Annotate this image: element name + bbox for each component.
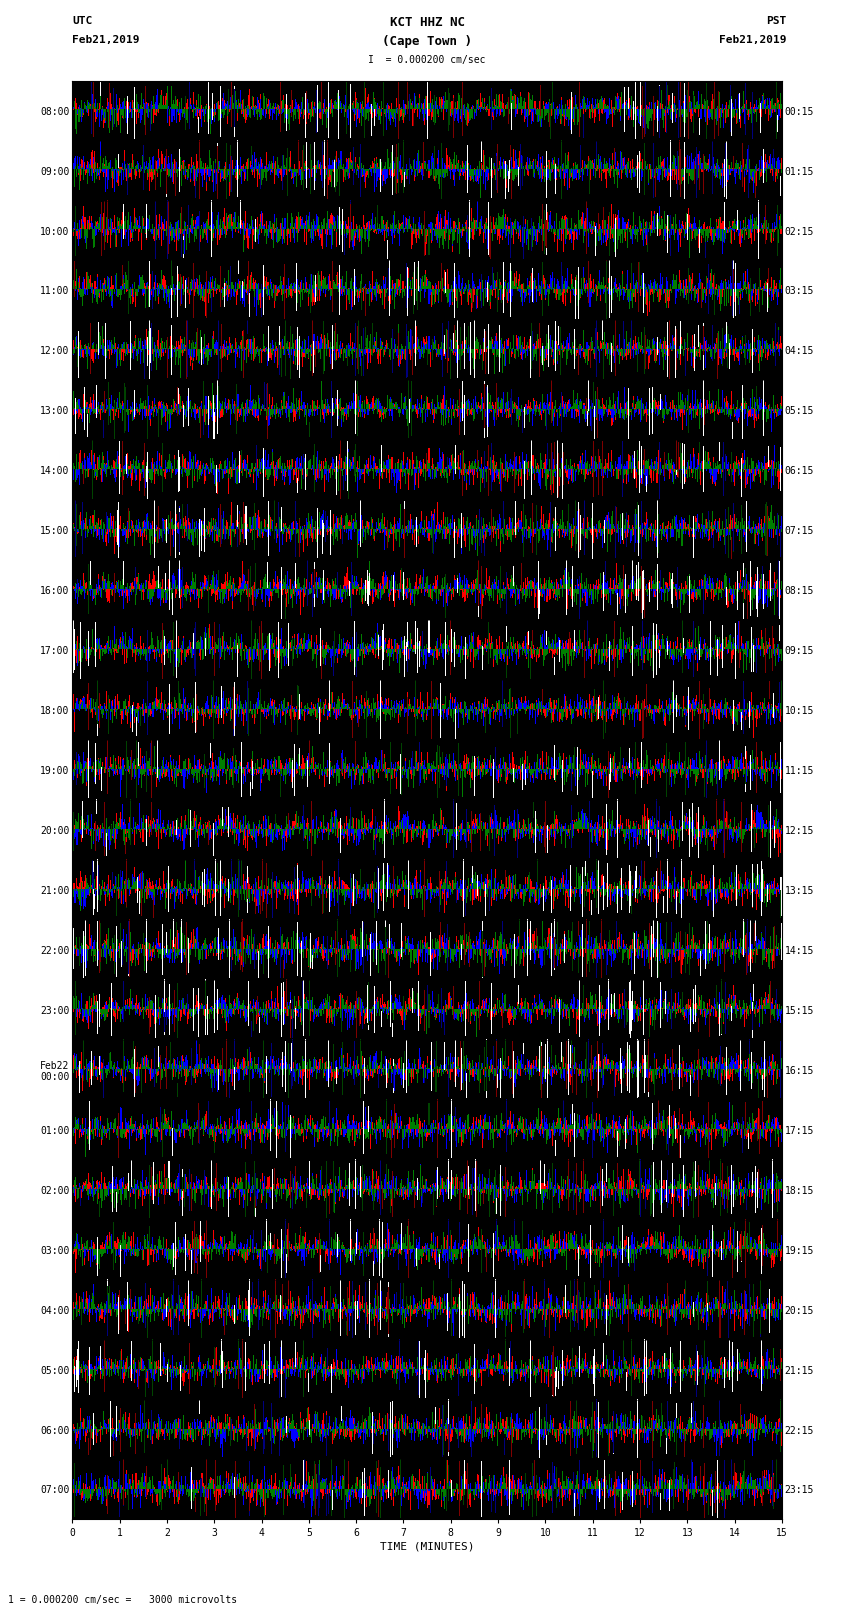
Text: I  = 0.000200 cm/sec: I = 0.000200 cm/sec — [368, 55, 486, 65]
Text: Feb21,2019: Feb21,2019 — [72, 35, 139, 45]
Text: 1 = 0.000200 cm/sec =   3000 microvolts: 1 = 0.000200 cm/sec = 3000 microvolts — [8, 1595, 238, 1605]
Text: KCT HHZ NC: KCT HHZ NC — [389, 16, 465, 29]
X-axis label: TIME (MINUTES): TIME (MINUTES) — [380, 1542, 474, 1552]
Text: (Cape Town ): (Cape Town ) — [382, 35, 472, 48]
Text: PST: PST — [766, 16, 786, 26]
Text: UTC: UTC — [72, 16, 93, 26]
Text: Feb21,2019: Feb21,2019 — [719, 35, 786, 45]
